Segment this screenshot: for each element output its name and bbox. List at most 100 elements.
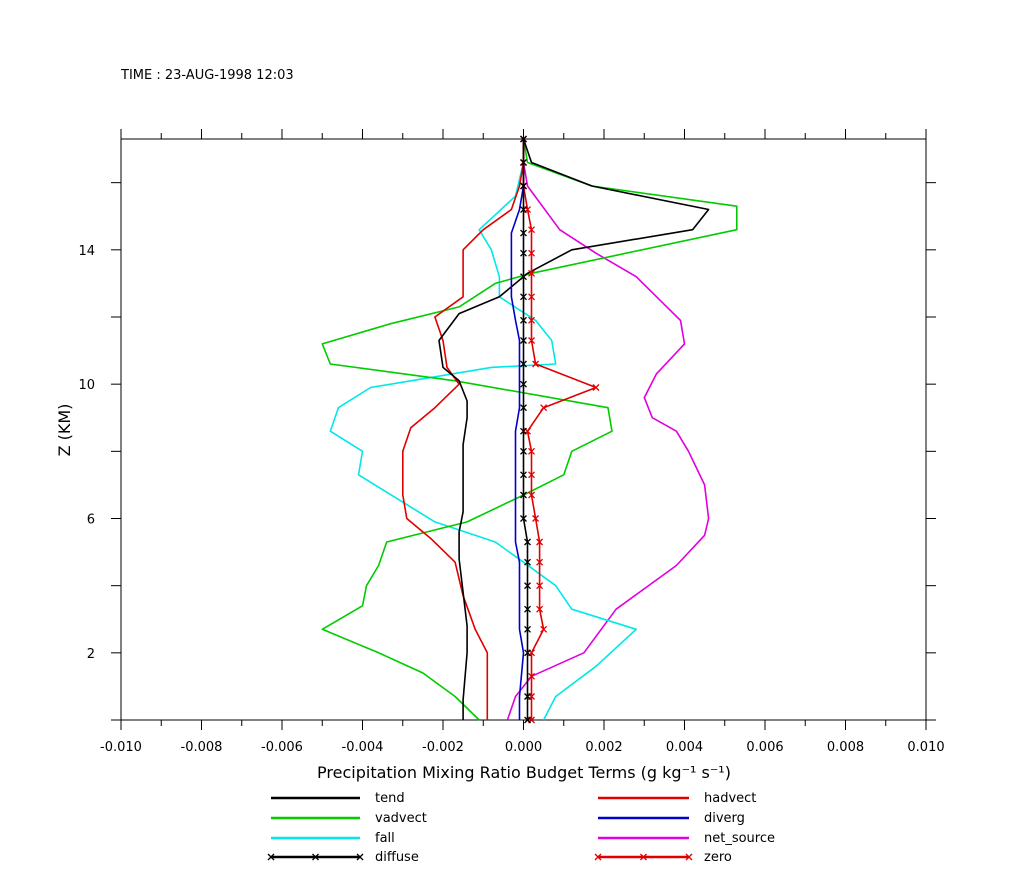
series-vadvect xyxy=(321,138,738,721)
tick-labels: -0.010 -0.008 -0.006 -0.004 -0.002 0.000 0.002… xyxy=(78,244,944,755)
series-marker xyxy=(520,427,527,435)
legend-label: zero xyxy=(704,850,732,865)
series-marker xyxy=(520,159,527,166)
series-line-tend xyxy=(438,138,710,720)
series-marker xyxy=(520,404,527,412)
series-marker xyxy=(528,471,536,479)
axis-ticks xyxy=(111,129,936,730)
series-line-diverg xyxy=(510,139,525,720)
series-marker xyxy=(532,360,540,368)
x-tick-label: 0.000 xyxy=(505,740,542,755)
x-tick-label: 0.004 xyxy=(666,740,703,755)
legend-label: fall xyxy=(375,831,395,846)
series-marker xyxy=(528,269,536,277)
series-marker xyxy=(528,337,536,344)
series-marker xyxy=(524,558,531,566)
legend-item-vadvect: vadvect xyxy=(271,811,427,826)
x-tick-label: 0.002 xyxy=(585,740,622,755)
legend-label: diverg xyxy=(704,811,745,826)
series-marker xyxy=(267,853,275,861)
time-label: TIME : 23-AUG-1998 12:03 xyxy=(120,68,294,83)
legend-item-zero: zero xyxy=(594,850,732,865)
x-tick-label: -0.010 xyxy=(100,740,142,755)
y-tick-label: 14 xyxy=(78,244,95,259)
series-marker xyxy=(528,293,536,301)
legend-label: diffuse xyxy=(375,850,419,865)
legend-item-hadvect: hadvect xyxy=(598,791,756,806)
x-tick-label: 0.010 xyxy=(907,740,944,755)
series-marker xyxy=(520,337,527,344)
series-marker xyxy=(528,672,536,680)
legend: tend vadvect fall diffuse hadvect diverg net_s… xyxy=(267,791,775,865)
series-net_source xyxy=(506,139,710,721)
series-marker xyxy=(520,380,527,388)
series-marker xyxy=(524,538,531,546)
x-tick-label: -0.002 xyxy=(422,740,464,755)
series-marker xyxy=(520,293,527,301)
legend-label: hadvect xyxy=(704,791,756,806)
y-tick-label: 2 xyxy=(87,647,95,662)
legend-item-diverg: diverg xyxy=(598,811,745,826)
series-marker xyxy=(520,316,527,324)
y-axis-label: Z (KM) xyxy=(55,404,74,457)
series-marker xyxy=(524,582,531,590)
series-marker xyxy=(356,853,364,861)
series-marker xyxy=(524,605,531,613)
series-lines xyxy=(321,135,738,724)
series-line-net_source xyxy=(506,139,710,721)
series-tend xyxy=(438,138,710,720)
x-axis-label: Precipitation Mixing Ratio Budget Terms … xyxy=(317,763,731,782)
series-marker xyxy=(528,491,536,499)
series-marker xyxy=(520,447,527,455)
legend-label: net_source xyxy=(704,831,775,846)
series-marker xyxy=(594,853,602,861)
x-tick-label: 0.008 xyxy=(827,740,864,755)
series-line-hadvect xyxy=(401,139,525,720)
series-diverg xyxy=(510,139,525,720)
x-tick-label: -0.004 xyxy=(342,740,384,755)
y-tick-label: 6 xyxy=(87,512,95,527)
x-tick-label: -0.006 xyxy=(261,740,303,755)
series-marker xyxy=(540,625,548,633)
series-marker xyxy=(528,447,536,455)
series-hadvect xyxy=(401,139,525,720)
legend-label: vadvect xyxy=(375,811,427,826)
series-marker xyxy=(528,249,536,257)
series-marker xyxy=(536,538,544,546)
series-marker xyxy=(312,853,319,861)
series-zero xyxy=(520,135,600,724)
series-marker xyxy=(524,625,531,633)
legend-label: tend xyxy=(375,791,405,806)
series-marker xyxy=(520,471,527,479)
series-marker xyxy=(520,135,527,143)
series-line-zero xyxy=(522,139,597,720)
legend-item-net_source: net_source xyxy=(598,831,775,846)
x-tick-label: 0.006 xyxy=(746,740,783,755)
series-marker xyxy=(524,693,531,700)
series-marker xyxy=(520,491,527,499)
series-marker xyxy=(520,229,527,237)
series-marker xyxy=(528,316,536,324)
series-fall xyxy=(329,139,638,721)
series-line-vadvect xyxy=(321,138,738,721)
x-tick-label: -0.008 xyxy=(181,740,223,755)
legend-item-fall: fall xyxy=(271,831,395,846)
legend-item-tend: tend xyxy=(271,791,405,806)
series-marker xyxy=(520,206,527,213)
series-marker xyxy=(528,226,536,234)
series-marker xyxy=(520,249,527,257)
series-marker xyxy=(536,558,544,566)
series-line-diffuse xyxy=(522,139,529,720)
series-marker xyxy=(540,404,548,412)
y-tick-label: 10 xyxy=(78,378,95,393)
series-line-fall xyxy=(329,139,638,721)
series-marker xyxy=(520,273,527,281)
series-marker xyxy=(640,853,647,861)
series-diffuse xyxy=(520,135,531,724)
series-marker xyxy=(592,384,600,391)
series-marker xyxy=(685,853,693,861)
series-marker xyxy=(520,360,527,368)
series-marker xyxy=(532,515,540,522)
legend-item-diffuse: diffuse xyxy=(267,850,419,865)
